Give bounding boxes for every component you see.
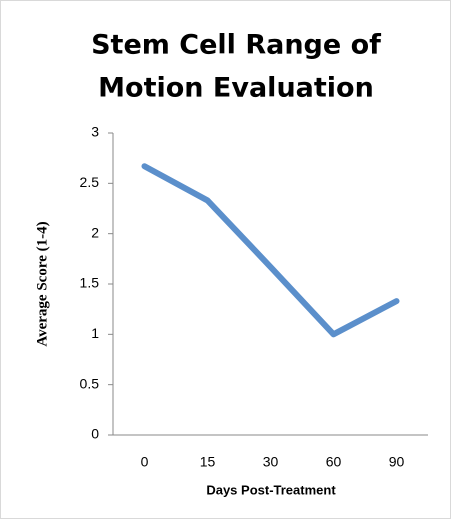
x-tick-label: 30 <box>263 454 279 470</box>
y-tick-label: 1.5 <box>80 275 100 291</box>
y-tick-label: 0.5 <box>80 375 100 391</box>
y-axis-label: Average Score (1-4) <box>34 221 50 346</box>
y-tick-label: 1 <box>91 325 99 341</box>
chart-title-line-2: Motion Evaluation <box>98 73 374 104</box>
data-line <box>141 163 400 338</box>
y-tick-label: 2.5 <box>80 174 100 190</box>
y-tick-label: 0 <box>91 426 99 442</box>
y-tick-label: 3 <box>91 124 99 140</box>
x-tick-label: 90 <box>389 454 405 470</box>
chart-title-line-1: Stem Cell Range of <box>91 30 381 61</box>
x-tick-label: 60 <box>326 454 342 470</box>
x-tick-label: 0 <box>141 454 149 470</box>
x-tick-label: 15 <box>200 454 216 470</box>
x-axis-label: Days Post-Treatment <box>206 482 336 497</box>
y-tick-label: 2 <box>91 224 99 240</box>
